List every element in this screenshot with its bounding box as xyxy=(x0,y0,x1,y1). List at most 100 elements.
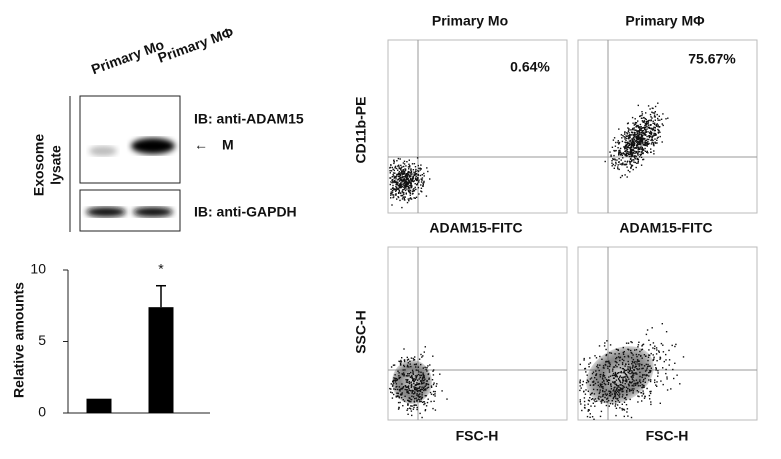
event-dot xyxy=(635,135,638,138)
event-dot xyxy=(642,392,645,394)
event-dot xyxy=(616,390,619,392)
event-dot xyxy=(628,137,630,139)
event-dot xyxy=(665,372,667,375)
event-dot xyxy=(413,378,415,380)
event-dot xyxy=(611,370,614,372)
event-dot xyxy=(644,395,646,398)
event-dot xyxy=(636,146,638,148)
event-dot xyxy=(404,388,406,391)
event-dot xyxy=(585,382,588,384)
event-dot xyxy=(409,189,412,192)
event-dot xyxy=(422,377,424,379)
event-dot xyxy=(627,376,629,379)
event-dot xyxy=(645,112,647,114)
event-dot xyxy=(627,169,629,172)
event-dot xyxy=(419,167,421,169)
event-dot xyxy=(398,360,400,362)
event-dot xyxy=(399,376,402,379)
event-dot xyxy=(676,374,678,376)
event-dot xyxy=(649,371,651,373)
event-dot xyxy=(403,181,406,183)
event-dot xyxy=(403,360,406,363)
event-dot xyxy=(635,122,638,124)
event-dot xyxy=(587,410,589,412)
event-dot xyxy=(391,176,393,178)
event-dot xyxy=(638,136,640,139)
event-dot xyxy=(612,397,614,400)
event-dot xyxy=(651,117,653,119)
event-dot xyxy=(432,383,435,386)
event-dot xyxy=(395,180,397,182)
event-dot xyxy=(612,158,615,161)
event-dot xyxy=(624,145,627,147)
event-dot xyxy=(624,160,626,163)
event-dot xyxy=(582,380,584,383)
event-dot xyxy=(399,183,402,185)
event-dot xyxy=(640,154,642,156)
event-dot xyxy=(619,380,621,382)
event-dot xyxy=(395,186,397,188)
event-dot xyxy=(628,155,630,158)
event-dot xyxy=(414,387,416,389)
event-dot xyxy=(630,134,633,136)
event-dot xyxy=(629,380,631,383)
event-dot xyxy=(407,408,409,410)
event-dot xyxy=(656,381,658,383)
event-dot xyxy=(607,382,610,384)
event-dot xyxy=(645,369,648,371)
event-dot xyxy=(665,359,667,361)
event-dot xyxy=(639,115,642,117)
event-dot xyxy=(655,142,657,144)
event-dot xyxy=(409,360,411,363)
event-dot xyxy=(650,148,652,150)
event-dot xyxy=(410,410,413,412)
event-dot xyxy=(615,389,617,391)
event-dot xyxy=(394,188,396,191)
y-axis-label: CD11b-PE xyxy=(353,97,369,164)
event-dot xyxy=(391,191,394,193)
event-dot xyxy=(399,176,401,178)
event-dot xyxy=(622,385,625,387)
event-dot xyxy=(608,379,611,381)
event-dot xyxy=(392,194,394,196)
event-dot xyxy=(658,115,660,117)
event-dot xyxy=(618,168,620,171)
event-dot xyxy=(406,386,408,388)
event-dot xyxy=(636,139,638,142)
event-dot xyxy=(614,390,616,392)
event-dot xyxy=(658,350,660,352)
event-dot xyxy=(627,153,629,155)
event-dot xyxy=(621,164,623,166)
event-dot xyxy=(662,383,664,386)
event-dot xyxy=(637,383,639,385)
event-dot xyxy=(626,390,628,392)
event-dot xyxy=(414,178,417,180)
event-dot xyxy=(615,149,617,152)
event-dot xyxy=(634,135,636,138)
event-dot xyxy=(605,354,608,356)
event-dot xyxy=(393,377,395,379)
event-dot xyxy=(584,404,586,406)
event-dot xyxy=(622,379,625,382)
event-dot xyxy=(397,196,400,199)
event-dot xyxy=(416,157,419,159)
event-dot xyxy=(417,373,420,376)
event-dot xyxy=(394,165,397,168)
event-dot xyxy=(599,389,601,391)
event-dot xyxy=(613,395,616,398)
event-dot xyxy=(615,348,618,350)
event-dot xyxy=(643,378,645,381)
percentage: 0.64% xyxy=(510,59,550,75)
event-dot xyxy=(421,383,423,385)
event-dot xyxy=(642,390,644,392)
event-dot xyxy=(585,371,587,373)
event-dot xyxy=(404,189,407,192)
event-dot xyxy=(609,390,611,393)
event-dot xyxy=(648,142,650,145)
event-dot xyxy=(612,366,615,368)
event-dot xyxy=(589,416,591,418)
event-dot xyxy=(653,122,656,124)
event-dot xyxy=(644,133,646,136)
event-dot xyxy=(640,139,642,142)
event-dot xyxy=(626,375,628,377)
